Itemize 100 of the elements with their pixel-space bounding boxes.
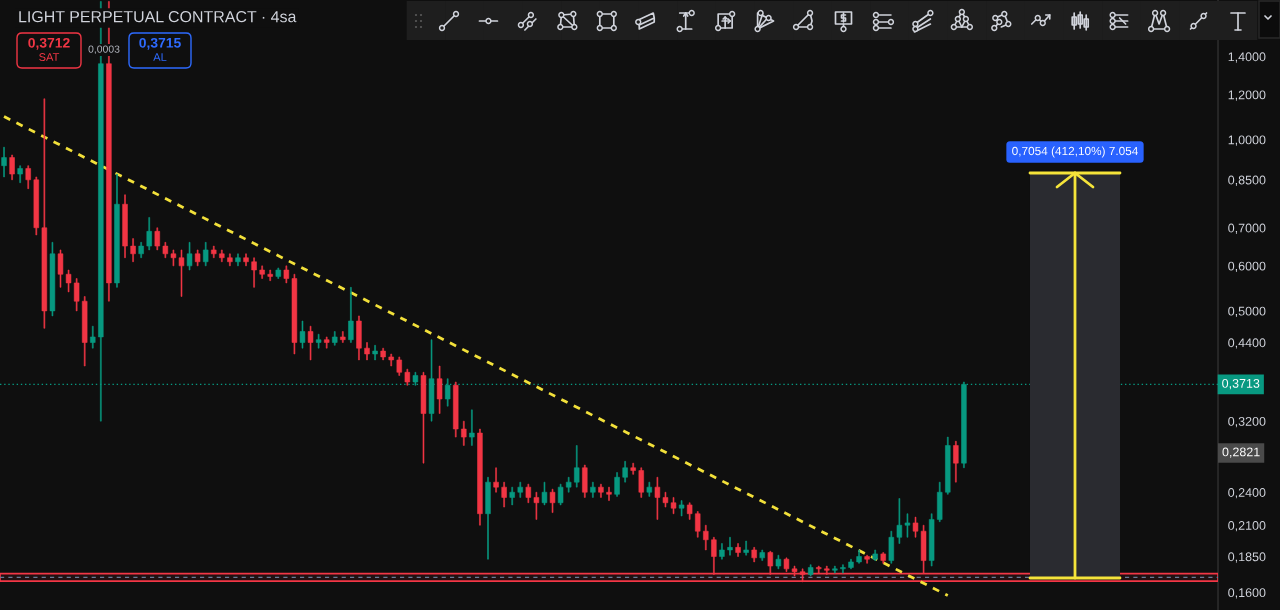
candlestick — [549, 488, 556, 513]
text: LIGHT PERPETUAL CONTRACT · 4sa — [19, 10, 297, 23]
candlestick — [614, 472, 620, 497]
candlestick — [848, 558, 854, 570]
y-tick-label: 0,5000 — [1228, 306, 1266, 318]
candlestick — [283, 265, 290, 284]
candlestick — [711, 537, 717, 575]
candlestick — [315, 333, 322, 349]
candlestick — [928, 513, 935, 567]
y-tick-label: 0,1850 — [1228, 552, 1266, 563]
candlestick — [428, 339, 435, 422]
y-tick-label: 0,8500 — [1228, 175, 1266, 186]
candlestick — [945, 436, 951, 495]
candlestick — [227, 253, 233, 267]
candlestick — [896, 498, 903, 544]
candlestick — [719, 543, 725, 560]
candlestick — [912, 516, 919, 538]
candlestick — [533, 491, 540, 520]
candlestick — [574, 445, 580, 488]
candlestick — [824, 565, 830, 575]
candlestick — [396, 356, 402, 376]
annotation: AL — [153, 53, 167, 61]
candlestick — [25, 165, 31, 189]
candlestick — [695, 511, 701, 538]
candlestick — [348, 287, 354, 343]
candlestick — [920, 524, 927, 574]
candlestick — [404, 368, 411, 386]
candlestick — [630, 462, 636, 475]
candlestick — [332, 331, 338, 346]
candlestick — [170, 249, 177, 267]
annotation: SAT — [39, 53, 60, 61]
candlestick — [727, 537, 733, 556]
candlestick — [356, 315, 362, 361]
candlestick — [751, 547, 757, 563]
candlestick — [372, 345, 378, 361]
candlestick — [816, 565, 822, 574]
candlestick — [267, 269, 273, 281]
candlestick — [259, 265, 265, 279]
ref-line-label: 0,3713 — [1222, 378, 1260, 390]
candlestick — [299, 320, 306, 349]
candlestick — [73, 278, 80, 312]
candlestick — [937, 481, 943, 522]
candlestick — [82, 296, 88, 367]
candlestick — [872, 549, 878, 561]
candlestick — [509, 486, 515, 506]
candlestick — [678, 500, 685, 517]
candlestick — [565, 476, 572, 493]
candlestick — [380, 347, 386, 361]
candlestick — [582, 464, 588, 498]
candlestick — [202, 242, 209, 267]
candlestick — [122, 194, 128, 259]
y-tick-label: 0,2100 — [1228, 521, 1266, 532]
candlestick — [654, 476, 661, 520]
y-tick-label: 1,4000 — [1228, 52, 1266, 63]
candlestick — [469, 409, 475, 446]
candlestick — [485, 476, 491, 560]
annotation: 0,7054 (412,10%) 7.054 — [1012, 146, 1138, 158]
candlestick — [799, 568, 806, 583]
candlestick — [759, 549, 765, 561]
candlestick — [138, 242, 144, 259]
candlestick — [340, 331, 346, 343]
candlestick — [49, 242, 56, 317]
candlestick — [493, 467, 499, 493]
candlestick — [517, 481, 523, 498]
candlestick — [154, 227, 160, 251]
candlestick — [307, 325, 314, 361]
candlestick — [953, 440, 959, 483]
candlestick — [622, 461, 628, 483]
candlestick — [541, 481, 548, 506]
candlestick — [114, 173, 120, 288]
candlestick — [703, 524, 709, 551]
y-tick-label: 1,0000 — [1228, 135, 1266, 146]
candlestick — [323, 336, 330, 349]
y-tick-label: 1,2000 — [1228, 90, 1266, 101]
candlestick — [461, 420, 467, 446]
candlestick — [501, 481, 507, 508]
y-tick-label: 0,7000 — [1228, 223, 1266, 234]
candlestick — [211, 245, 217, 259]
candlestick — [235, 253, 241, 267]
candlestick — [807, 564, 814, 577]
candlestick — [178, 249, 185, 297]
candlestick — [590, 481, 596, 498]
candlestick — [453, 381, 459, 438]
candlestick — [638, 467, 644, 498]
text: 0,2821 — [1222, 447, 1260, 458]
candlestick — [251, 257, 257, 288]
candlestick — [146, 217, 152, 251]
candlestick — [162, 242, 169, 259]
candlestick — [436, 365, 443, 414]
candlestick — [832, 565, 838, 574]
candlestick — [775, 554, 782, 570]
candlestick — [888, 530, 895, 564]
candlestick — [291, 273, 298, 355]
y-tick-label: 0,3200 — [1228, 416, 1266, 428]
y-tick-label: 0,1600 — [1228, 588, 1266, 599]
candlestick — [735, 543, 741, 557]
candlestick — [598, 483, 604, 498]
candlestick — [33, 176, 39, 236]
candlestick — [420, 372, 427, 464]
candlestick — [130, 238, 136, 263]
